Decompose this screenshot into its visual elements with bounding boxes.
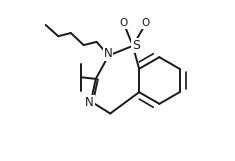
Text: O: O [141,18,149,28]
Text: N: N [85,96,94,109]
Text: S: S [132,39,140,52]
Text: O: O [120,18,128,28]
Text: N: N [103,47,112,60]
